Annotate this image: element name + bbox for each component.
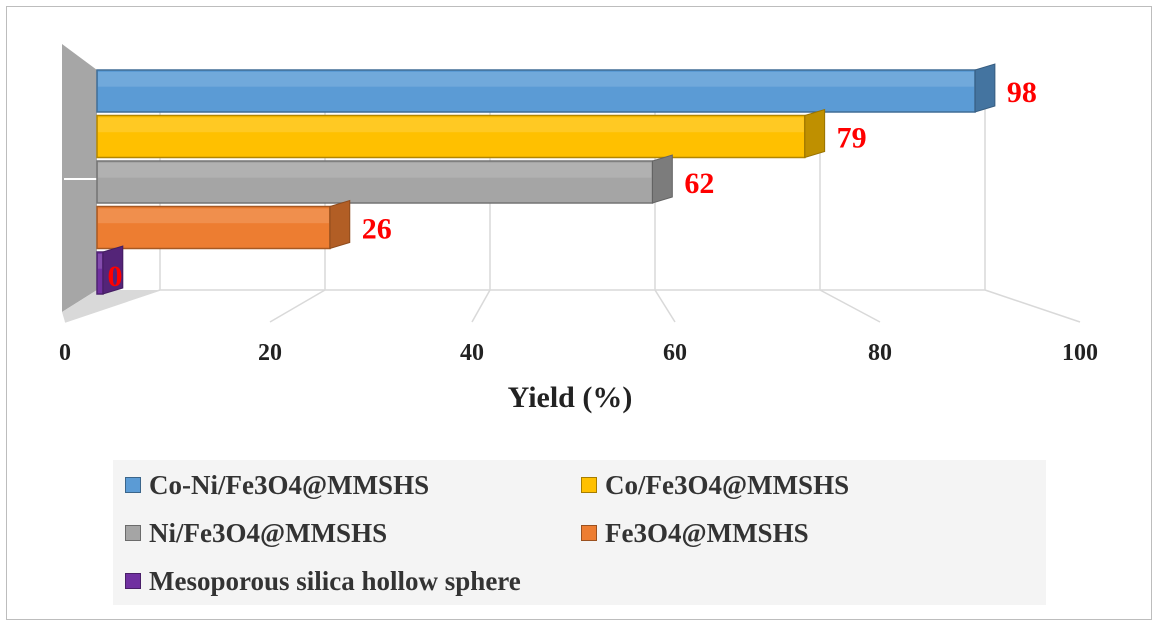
floor-gridline bbox=[984, 289, 1081, 323]
x-tick-label: 80 bbox=[868, 340, 892, 366]
data-label: 79 bbox=[837, 122, 867, 155]
legend-item: Co/Fe3O4@MMSHS bbox=[581, 465, 849, 505]
legend-label: Co-Ni/Fe3O4@MMSHS bbox=[149, 469, 430, 500]
data-label: 62 bbox=[684, 167, 714, 200]
legend-label: Co/Fe3O4@MMSHS bbox=[605, 469, 850, 500]
bar-end-cap bbox=[652, 154, 673, 204]
x-tick-label: 40 bbox=[460, 340, 484, 366]
x-tick-label: 0 bbox=[59, 340, 71, 366]
bar bbox=[96, 63, 996, 113]
legend-swatch bbox=[581, 477, 597, 493]
floor-gridline bbox=[269, 289, 326, 323]
bar-end-cap bbox=[329, 199, 351, 250]
floor-gridline bbox=[654, 289, 676, 323]
bar bbox=[96, 245, 124, 295]
x-tick-labels: 0 20 40 60 80 100 bbox=[59, 340, 1098, 366]
legend-swatch bbox=[125, 525, 141, 541]
bar-end-cap bbox=[804, 108, 826, 159]
legend-item: Mesoporous silica hollow sphere bbox=[125, 561, 521, 601]
bars-group bbox=[96, 63, 996, 295]
legend-item: Co-Ni/Fe3O4@MMSHS bbox=[125, 465, 429, 505]
x-tick-label: 20 bbox=[258, 340, 282, 366]
data-label: 26 bbox=[362, 213, 392, 246]
legend: Co-Ni/Fe3O4@MMSHS Co/Fe3O4@MMSHS Ni/Fe3O4@… bbox=[113, 460, 1046, 605]
data-label: 98 bbox=[1007, 76, 1037, 109]
legend-label: Fe3O4@MMSHS bbox=[605, 517, 809, 548]
bar-highlight bbox=[98, 208, 329, 224]
x-tick-label: 60 bbox=[663, 340, 687, 366]
legend-item: Fe3O4@MMSHS bbox=[581, 513, 809, 553]
x-tick-label: 100 bbox=[1062, 340, 1098, 366]
legend-swatch bbox=[581, 525, 597, 541]
bar-highlight bbox=[98, 117, 804, 133]
data-labels-group: 98 79 62 26 0 bbox=[108, 76, 1037, 293]
bar-end-cap bbox=[974, 63, 996, 113]
bar-end-cap bbox=[102, 245, 124, 295]
bar-highlight bbox=[98, 254, 102, 269]
legend-label: Mesoporous silica hollow sphere bbox=[149, 565, 521, 596]
bar-highlight bbox=[98, 163, 652, 178]
x-axis-title: Yield (%) bbox=[508, 381, 633, 414]
bar bbox=[96, 154, 673, 204]
legend-item: Ni/Fe3O4@MMSHS bbox=[125, 513, 387, 553]
bar bbox=[96, 199, 351, 250]
data-label: 0 bbox=[108, 260, 123, 293]
legend-swatch bbox=[125, 477, 141, 493]
bar bbox=[96, 108, 826, 159]
bar-highlight bbox=[98, 72, 975, 87]
floor-gridline bbox=[64, 289, 161, 323]
floor-gridline bbox=[471, 289, 491, 323]
legend-swatch bbox=[125, 573, 141, 589]
floor-gridline bbox=[819, 289, 881, 323]
legend-label: Ni/Fe3O4@MMSHS bbox=[149, 517, 388, 548]
